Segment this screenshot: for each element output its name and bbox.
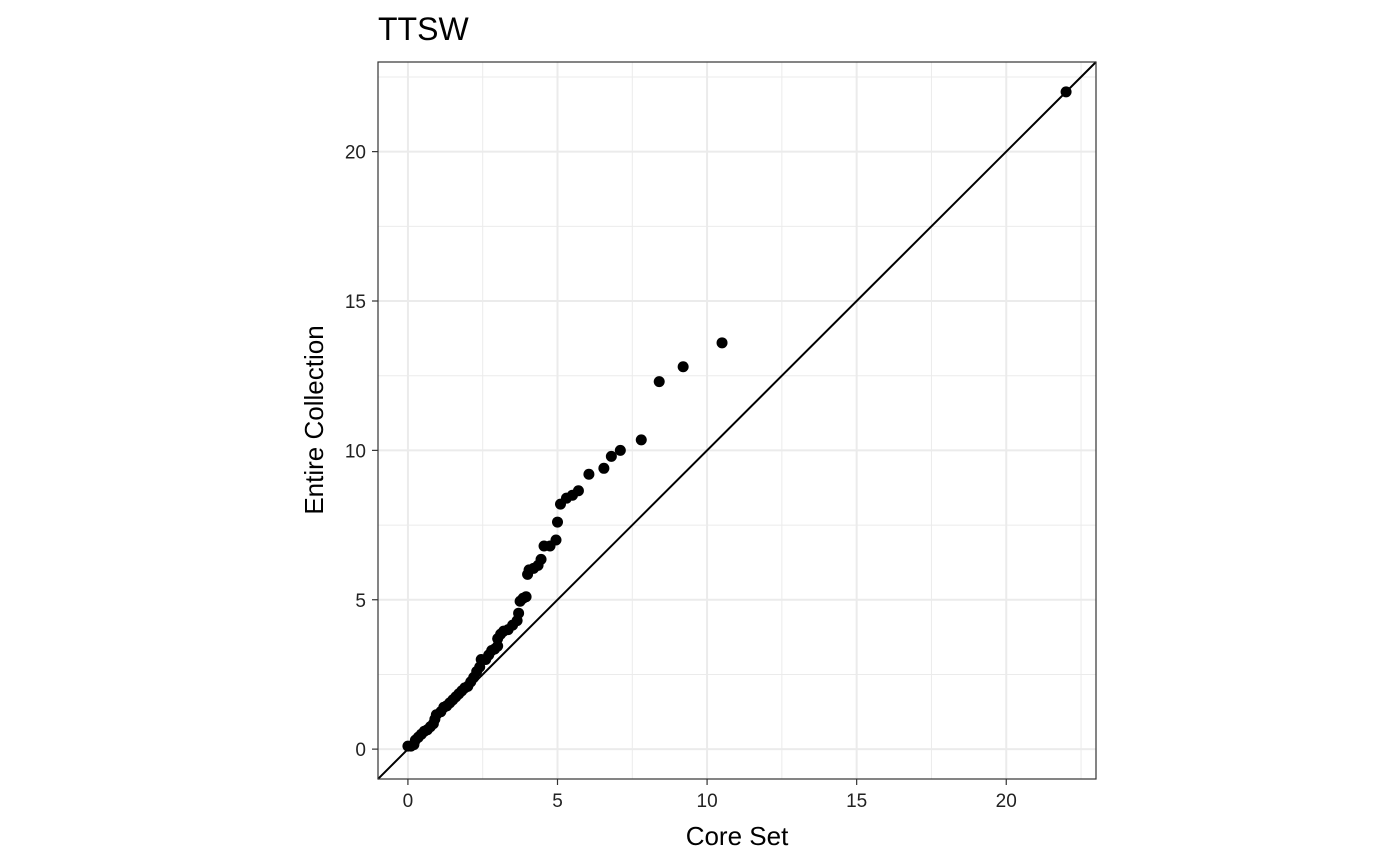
y-tick-label: 10 [345,441,366,462]
data-point [583,468,595,480]
data-point [1060,86,1072,98]
y-tick-label: 0 [355,740,366,761]
x-tick-label: 0 [403,791,414,812]
y-tick-label: 20 [345,143,366,164]
x-tick-label: 5 [552,791,563,812]
data-points [402,86,1072,752]
y-axis-title: Entire Collection [299,325,329,514]
data-point [598,462,610,474]
major-gridlines [378,62,1096,779]
y-tick-label: 15 [345,292,366,313]
data-point [550,534,562,546]
data-point [677,361,689,373]
panel-border [377,61,1097,780]
data-point [605,450,617,462]
x-tick-label: 20 [996,791,1017,812]
x-axis-title: Core Set [686,821,789,851]
data-point [572,485,584,497]
x-tick-label: 15 [846,791,867,812]
y-tick-label: 5 [355,591,366,612]
data-point [535,553,547,565]
chart-title: TTSW [378,11,469,47]
data-point [635,434,647,446]
y-axis-ticks: 0 5 10 15 20 [345,143,378,761]
data-point [520,591,532,603]
minor-gridlines [378,62,1096,779]
x-tick-label: 10 [697,791,718,812]
data-point [513,607,525,619]
data-point [614,444,626,456]
reference-line-group [377,61,1097,780]
reference-line [377,61,1097,780]
x-axis-ticks: 0 5 10 15 20 [403,779,1017,812]
data-point [653,376,665,388]
data-point [716,337,728,349]
data-point [552,516,563,528]
